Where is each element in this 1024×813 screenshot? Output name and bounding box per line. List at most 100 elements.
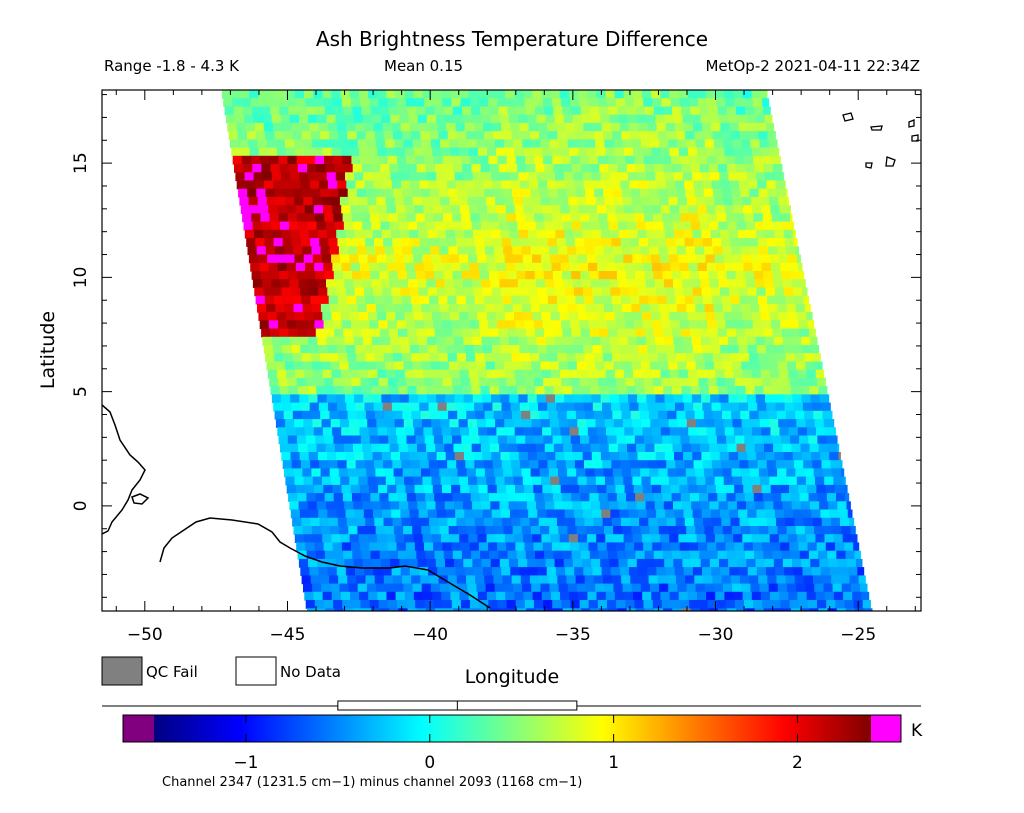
swath-cell <box>473 229 483 239</box>
swath-cell <box>495 419 505 428</box>
swath-cell <box>378 484 388 494</box>
swath-cell <box>312 139 322 149</box>
swath-cell <box>374 575 385 585</box>
swath-cell <box>596 427 607 437</box>
swath-cell <box>633 484 644 494</box>
swath-cell <box>706 591 716 601</box>
swath-cell <box>720 180 731 190</box>
swath-cell <box>636 558 647 568</box>
swath-cell <box>408 172 419 182</box>
swath-cell <box>545 394 556 404</box>
swath-cell <box>625 377 635 387</box>
swath-cell <box>737 394 748 404</box>
swath-cell <box>764 221 774 231</box>
swath-cell <box>671 493 682 502</box>
swath-cell <box>490 336 501 346</box>
swath-cell <box>584 517 595 527</box>
swath-cell <box>816 484 827 494</box>
swath-cell <box>716 320 726 330</box>
swath-cell <box>566 575 577 585</box>
swath-cell <box>605 147 616 157</box>
swath-cell <box>345 509 356 519</box>
swath-cell <box>517 501 528 511</box>
swath-cell <box>529 353 540 362</box>
swath-cell <box>382 402 393 412</box>
swath-cell <box>746 394 757 404</box>
swath-cell <box>523 147 534 157</box>
swath-cell <box>711 402 722 412</box>
swath-cell <box>323 205 333 214</box>
swath-cell <box>556 238 567 247</box>
swath-cell <box>519 122 530 132</box>
swath-cell <box>715 369 725 379</box>
swath-cell <box>394 419 405 428</box>
swath-cell <box>364 402 375 412</box>
swath-cell <box>602 460 612 469</box>
swath-cell <box>536 394 547 404</box>
swath-cell <box>432 369 442 379</box>
swath-cell <box>572 279 583 288</box>
swath-cell <box>719 229 730 239</box>
swath-cell <box>309 180 320 190</box>
swath-cell <box>509 114 519 124</box>
swath-cell <box>641 254 652 264</box>
swath-cell <box>639 353 650 362</box>
swath-cell <box>580 271 590 280</box>
swath-cell <box>577 254 588 264</box>
swath-cell <box>687 476 697 486</box>
swath-cell <box>414 484 425 494</box>
swath-cell <box>341 262 352 272</box>
swath-cell <box>622 139 633 149</box>
swath-cell <box>550 369 561 379</box>
swath-cell <box>374 295 385 305</box>
swath-cell <box>356 410 367 420</box>
swath-cell <box>252 106 262 116</box>
swath-cell <box>644 106 655 116</box>
swath-cell <box>331 369 342 379</box>
swath-cell <box>738 287 748 297</box>
swath-cell <box>235 172 246 182</box>
swath-cell <box>762 600 772 609</box>
swath-cell <box>363 172 373 182</box>
swath-cell <box>324 550 335 560</box>
swath-cell <box>680 155 690 165</box>
swath-cell <box>555 229 565 239</box>
swath-cell <box>675 517 686 527</box>
swath-cell <box>500 509 511 519</box>
swath-cell <box>310 238 320 247</box>
swath-cell <box>627 443 637 453</box>
swath-cell <box>354 229 365 239</box>
swath-cell <box>283 188 294 198</box>
swath-cell <box>740 188 750 198</box>
swath-cell <box>448 410 458 420</box>
swath-cell <box>419 345 429 354</box>
swath-cell <box>364 122 374 132</box>
swath-cell <box>340 369 351 379</box>
swath-cell <box>354 287 365 297</box>
x-tick-label: −50 <box>127 625 163 645</box>
swath-cell <box>748 517 759 527</box>
swath-cell <box>662 106 673 116</box>
swath-cell <box>323 262 333 272</box>
swath-cell <box>461 493 472 502</box>
swath-cell <box>835 542 845 552</box>
swath-cell <box>525 493 536 502</box>
swath-cell <box>429 353 440 362</box>
swath-cell <box>291 345 301 354</box>
swath-cell <box>779 262 790 272</box>
swath-cell <box>304 312 314 321</box>
swath-cell <box>700 443 710 453</box>
swath-cell <box>339 196 350 206</box>
swath-cell <box>779 369 789 379</box>
swath-cell <box>340 90 351 99</box>
swath-cell <box>796 254 801 264</box>
swath-cell <box>565 238 576 247</box>
swath-cell <box>535 328 545 338</box>
swath-cell <box>420 353 430 362</box>
swath-cell <box>292 131 303 140</box>
swath-cell <box>610 122 621 132</box>
swath-cell <box>554 279 564 288</box>
swath-cell <box>429 295 439 305</box>
swath-cell <box>414 205 424 214</box>
swath-cell <box>599 221 610 231</box>
